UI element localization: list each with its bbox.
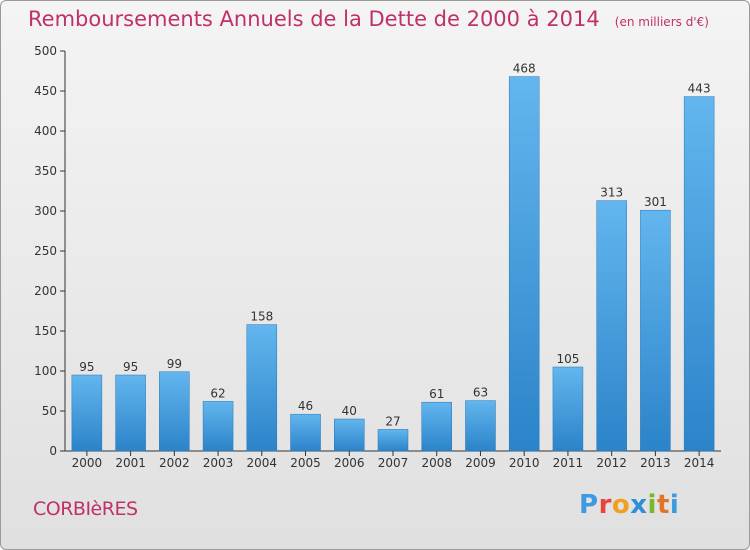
logo-letter: r: [598, 490, 612, 520]
y-tick-label: 450: [34, 84, 57, 98]
x-tick-label: 2002: [159, 456, 190, 470]
bar: [115, 374, 146, 452]
commune-name: CORBIèRES: [33, 498, 138, 520]
y-tick-label: 500: [34, 44, 57, 58]
bar-value-label: 46: [298, 399, 313, 413]
y-tick-label: 350: [34, 164, 57, 178]
x-tick-label: 2005: [290, 456, 321, 470]
logo-letter: i: [669, 490, 680, 520]
y-tick-label: 150: [34, 324, 57, 338]
logo-letter: x: [630, 490, 648, 520]
bar: [465, 400, 496, 452]
bar-value-label: 313: [600, 186, 623, 200]
bar: [596, 200, 627, 452]
x-tick-label: 2009: [465, 456, 496, 470]
y-tick-label: 400: [34, 124, 57, 138]
bar-value-label: 99: [167, 357, 182, 371]
bar-value-label: 443: [688, 82, 711, 96]
chart-unit-text: (en milliers d'€): [614, 15, 709, 29]
bar-value-label: 301: [644, 195, 667, 209]
bar-value-label: 63: [473, 386, 488, 400]
proxiti-logo: Proxiti: [579, 490, 679, 520]
x-tick-label: 2013: [640, 456, 671, 470]
bar: [202, 401, 234, 452]
bar: [246, 324, 278, 452]
bar: [159, 371, 190, 452]
x-tick-label: 2001: [115, 456, 146, 470]
bar-value-label: 95: [79, 360, 94, 374]
bar-value-label: 105: [556, 352, 579, 366]
x-tick-label: 2000: [72, 456, 103, 470]
logo-letter: P: [579, 490, 599, 520]
y-tick-label: 0: [49, 444, 57, 458]
bar: [71, 374, 103, 452]
x-tick-label: 2012: [596, 456, 627, 470]
bar: [290, 413, 321, 452]
y-tick-label: 300: [34, 204, 57, 218]
chart-title-text: Remboursements Annuels de la Dette de 20…: [28, 7, 600, 31]
bar: [640, 209, 671, 452]
logo-letter: o: [611, 490, 631, 520]
x-tick-label: 2003: [203, 456, 234, 470]
bar-value-label: 40: [342, 404, 357, 418]
x-tick-label: 2011: [553, 456, 584, 470]
y-tick-label: 250: [34, 244, 57, 258]
bar-value-label: 61: [429, 387, 444, 401]
logo-letter: t: [656, 490, 670, 520]
y-tick-label: 200: [34, 284, 57, 298]
x-tick-label: 2014: [684, 456, 715, 470]
bar: [683, 96, 715, 452]
bar: [334, 418, 365, 452]
bar-value-label: 468: [513, 62, 536, 76]
x-tick-label: 2008: [421, 456, 452, 470]
bar-value-label: 158: [250, 310, 273, 324]
x-tick-label: 2010: [509, 456, 540, 470]
chart-title: Remboursements Annuels de la Dette de 20…: [28, 7, 709, 31]
bar: [552, 366, 584, 452]
x-tick-label: 2004: [247, 456, 278, 470]
bar: [508, 76, 540, 452]
bar-value-label: 95: [123, 360, 138, 374]
x-tick-label: 2006: [334, 456, 365, 470]
y-tick-label: 100: [34, 364, 57, 378]
bar: [421, 401, 452, 452]
y-tick-label: 50: [42, 404, 57, 418]
bar: [377, 429, 409, 452]
bar-value-label: 62: [210, 386, 225, 400]
bar-value-label: 27: [385, 414, 400, 428]
x-tick-label: 2007: [378, 456, 409, 470]
logo-letter: i: [647, 490, 657, 520]
